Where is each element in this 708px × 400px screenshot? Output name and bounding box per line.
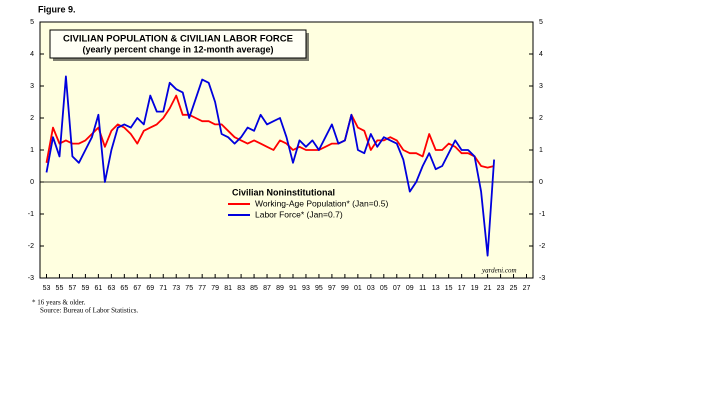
- y-tick-label: 5: [30, 19, 34, 26]
- x-tick-label: 69: [146, 285, 154, 292]
- x-tick-label: 15: [445, 285, 453, 292]
- x-tick-label: 81: [224, 285, 232, 292]
- x-tick-label: 65: [120, 285, 128, 292]
- y2-tick-label: 3: [539, 83, 543, 90]
- x-tick-label: 59: [82, 285, 90, 292]
- y2-tick-label: 1: [539, 147, 543, 154]
- footnote: * 16 years & older.: [32, 299, 86, 307]
- footnote: Source: Bureau of Labor Statistics.: [40, 307, 138, 315]
- x-tick-label: 03: [367, 285, 375, 292]
- x-tick-label: 13: [432, 285, 440, 292]
- x-tick-label: 19: [471, 285, 479, 292]
- y-tick-label: 4: [30, 51, 34, 58]
- x-tick-label: 79: [211, 285, 219, 292]
- x-tick-label: 97: [328, 285, 336, 292]
- y2-tick-label: -2: [539, 243, 545, 250]
- legend-label: Labor Force* (Jan=0.7): [255, 209, 343, 219]
- figure-label: Figure 9.: [38, 4, 76, 14]
- x-tick-label: 11: [419, 285, 426, 292]
- y-tick-label: -3: [28, 275, 34, 282]
- legend-label: Working-Age Population* (Jan=0.5): [255, 198, 388, 208]
- y2-tick-label: 0: [539, 179, 543, 186]
- chart-title: CIVILIAN POPULATION & CIVILIAN LABOR FOR…: [63, 34, 293, 45]
- x-tick-label: 25: [510, 285, 518, 292]
- x-tick-label: 07: [393, 285, 401, 292]
- x-tick-label: 55: [56, 285, 64, 292]
- chart-subtitle: (yearly percent change in 12-month avera…: [82, 44, 273, 54]
- y-tick-label: 0: [30, 179, 34, 186]
- y2-tick-label: 5: [539, 19, 543, 26]
- y2-tick-label: -1: [539, 211, 545, 218]
- x-tick-label: 99: [341, 285, 349, 292]
- x-tick-label: 95: [315, 285, 323, 292]
- x-tick-label: 91: [289, 285, 297, 292]
- series-line: [45, 75, 495, 257]
- x-tick-label: 85: [250, 285, 258, 292]
- x-tick-label: 17: [458, 285, 466, 292]
- y-tick-label: -1: [28, 211, 34, 218]
- x-tick-label: 27: [523, 285, 531, 292]
- x-tick-label: 63: [107, 285, 115, 292]
- x-tick-label: 61: [94, 285, 102, 292]
- x-tick-label: 93: [302, 285, 310, 292]
- x-tick-label: 05: [380, 285, 388, 292]
- x-tick-label: 21: [484, 285, 492, 292]
- x-tick-label: 73: [172, 285, 180, 292]
- y-tick-label: 2: [30, 115, 34, 122]
- y-tick-label: 1: [30, 147, 34, 154]
- x-tick-label: 53: [43, 285, 51, 292]
- title-box: [49, 29, 307, 59]
- x-tick-label: 01: [354, 285, 362, 292]
- y2-tick-label: 2: [539, 115, 543, 122]
- x-tick-label: 87: [263, 285, 271, 292]
- x-tick-label: 75: [185, 285, 193, 292]
- x-tick-label: 09: [406, 285, 414, 292]
- x-tick-label: 77: [198, 285, 206, 292]
- y-tick-label: 3: [30, 83, 34, 90]
- x-tick-label: 83: [237, 285, 245, 292]
- y-tick-label: -2: [28, 243, 34, 250]
- x-tick-label: 67: [133, 285, 141, 292]
- x-tick-label: 89: [276, 285, 284, 292]
- x-tick-label: 71: [159, 285, 167, 292]
- x-tick-label: 57: [69, 285, 77, 292]
- y2-tick-label: -3: [539, 275, 545, 282]
- source-annotation: yardeni.com: [481, 267, 517, 275]
- legend-title: Civilian Noninstitutional: [232, 187, 335, 197]
- x-tick-label: 23: [497, 285, 505, 292]
- y2-tick-label: 4: [539, 51, 543, 58]
